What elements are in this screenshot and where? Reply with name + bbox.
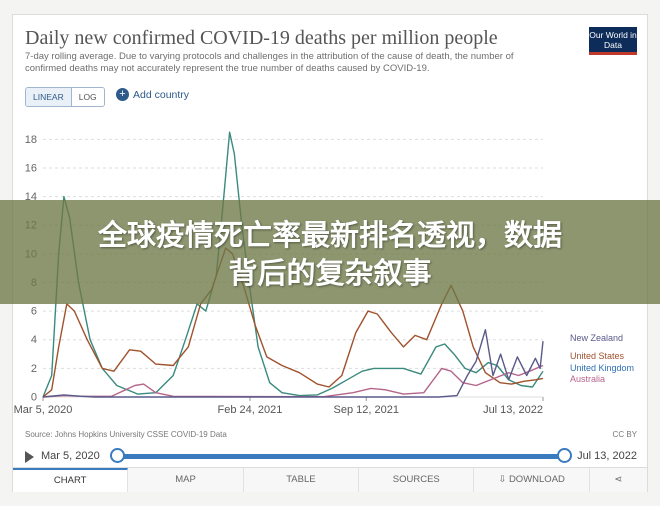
tab-map[interactable]: MAP bbox=[128, 468, 244, 492]
plus-icon: + bbox=[116, 88, 129, 101]
tab-share[interactable]: ⋖ bbox=[590, 468, 647, 492]
overlay-line-2: 背后的复杂叙事 bbox=[228, 256, 432, 290]
timeline-track[interactable] bbox=[115, 454, 563, 459]
legend-label-new-zealand[interactable]: New Zealand bbox=[570, 333, 623, 343]
overlay-text: 全球疫情死亡率最新排名透视，数据 背后的复杂叙事 bbox=[0, 216, 660, 292]
overlay-line-1: 全球疫情死亡率最新排名透视，数据 bbox=[97, 218, 562, 252]
timeline-start-label: Mar 5, 2020 bbox=[41, 450, 100, 462]
x-tick-label: Jul 13, 2022 bbox=[483, 404, 543, 416]
legend-label-australia[interactable]: Australia bbox=[570, 374, 605, 384]
tab-sources[interactable]: SOURCES bbox=[359, 468, 475, 492]
source-note[interactable]: Source: Johns Hopkins University CSSE CO… bbox=[25, 430, 227, 439]
tab-download[interactable]: ⇩ DOWNLOAD bbox=[474, 468, 590, 492]
download-icon: ⇩ bbox=[498, 474, 509, 485]
license-link[interactable]: CC BY bbox=[612, 430, 637, 439]
y-tick-label: 16 bbox=[25, 162, 37, 174]
y-tick-label: 4 bbox=[31, 334, 37, 346]
timeline-end-label: Jul 13, 2022 bbox=[577, 450, 637, 462]
chart-subtitle: 7-day rolling average. Due to varying pr… bbox=[25, 51, 514, 74]
tab-bar: CHART MAP TABLE SOURCES ⇩ DOWNLOAD ⋖ bbox=[13, 467, 647, 492]
tab-download-label: DOWNLOAD bbox=[508, 474, 565, 485]
overlay-banner bbox=[0, 200, 660, 304]
timeline-start-handle[interactable] bbox=[110, 448, 125, 463]
tab-chart[interactable]: CHART bbox=[13, 468, 129, 492]
scale-log-button[interactable]: LOG bbox=[71, 88, 104, 106]
add-country-label: Add country bbox=[133, 88, 190, 101]
scale-linear-button[interactable]: LINEAR bbox=[26, 88, 72, 106]
series-line-australia[interactable] bbox=[42, 364, 544, 398]
x-tick-label: Mar 5, 2020 bbox=[14, 404, 73, 416]
play-icon[interactable] bbox=[25, 451, 34, 463]
tab-table[interactable]: TABLE bbox=[244, 468, 360, 492]
add-country-button[interactable]: + Add country bbox=[116, 88, 189, 101]
timeline: Mar 5, 2020 Jul 13, 2022 bbox=[25, 447, 637, 467]
timeline-end-handle[interactable] bbox=[557, 448, 572, 463]
x-tick-label: Sep 12, 2021 bbox=[334, 404, 399, 416]
chart-title: Daily new confirmed COVID-19 deaths per … bbox=[25, 27, 498, 49]
series-line-new-zealand[interactable] bbox=[42, 329, 544, 398]
series-line-united-kingdom[interactable] bbox=[42, 131, 544, 398]
owid-logo[interactable]: Our World in Data bbox=[589, 27, 637, 55]
legend-label-united-states[interactable]: United States bbox=[570, 351, 625, 361]
legend-label-united-kingdom[interactable]: United Kingdom bbox=[570, 363, 634, 373]
scale-toggle: LINEAR LOG bbox=[25, 87, 105, 107]
series-line-united-states[interactable] bbox=[42, 247, 544, 398]
y-tick-label: 2 bbox=[31, 363, 37, 375]
share-icon: ⋖ bbox=[614, 474, 623, 485]
y-tick-label: 0 bbox=[31, 392, 37, 404]
y-tick-label: 6 bbox=[31, 306, 37, 318]
y-tick-label: 18 bbox=[25, 134, 37, 146]
x-tick-label: Feb 24, 2021 bbox=[218, 404, 283, 416]
